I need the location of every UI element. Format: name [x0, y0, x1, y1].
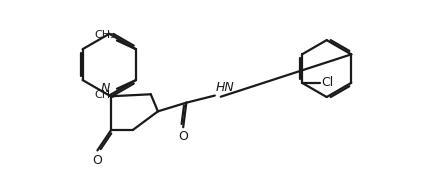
Text: Cl: Cl — [321, 76, 334, 89]
Text: O: O — [178, 130, 188, 143]
Text: CH₃: CH₃ — [95, 30, 115, 40]
Text: O: O — [92, 154, 102, 167]
Text: CH₃: CH₃ — [95, 90, 115, 100]
Text: HN: HN — [216, 81, 234, 94]
Text: N: N — [100, 82, 110, 95]
